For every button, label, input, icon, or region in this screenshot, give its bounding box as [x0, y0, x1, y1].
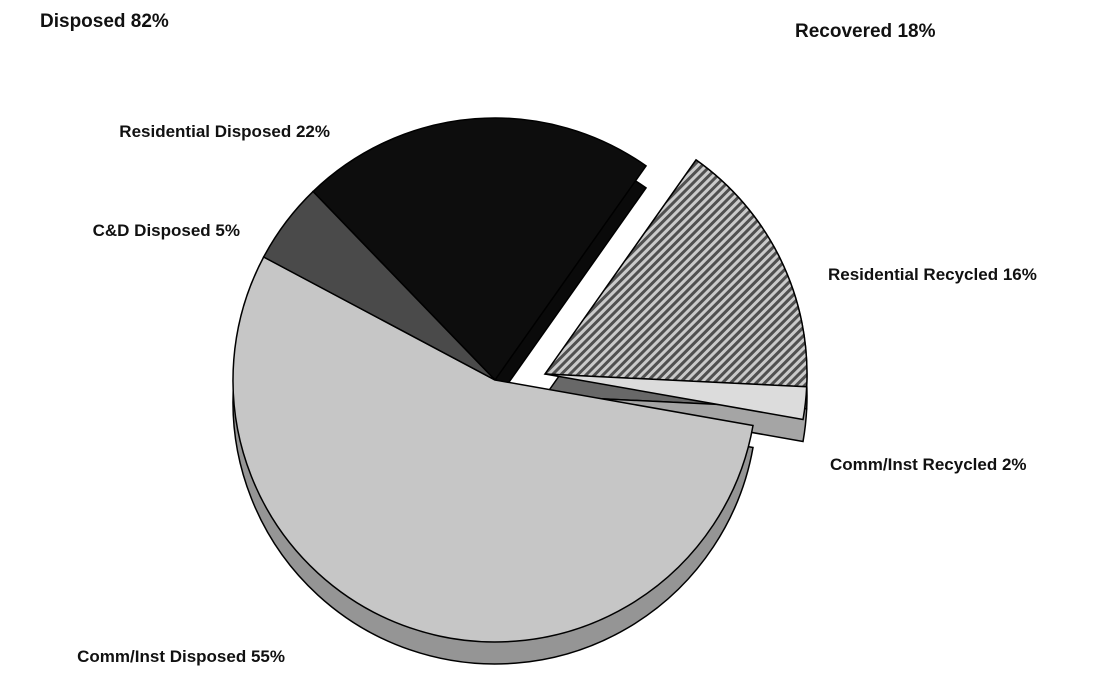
category-label: Residential Recycled — [828, 265, 998, 284]
category-label: Comm/Inst Disposed — [77, 647, 246, 666]
category-label: Residential Disposed — [119, 122, 291, 141]
slice-label: Comm/Inst Disposed 55% — [77, 647, 285, 666]
slice-label: C&D Disposed 5% — [93, 221, 240, 240]
slice — [544, 373, 808, 421]
slice — [232, 255, 754, 643]
slice-label: Residential Disposed 22% — [119, 122, 330, 141]
value-label: 2% — [1002, 455, 1027, 474]
category-label: C&D Disposed — [93, 221, 211, 240]
value-label: 22% — [296, 122, 330, 141]
category-label: Comm/Inst Recycled — [830, 455, 997, 474]
value-label: 5% — [215, 221, 240, 240]
slice-label: Comm/Inst Recycled 2% — [830, 455, 1027, 474]
slice — [262, 190, 496, 381]
value-label: 55% — [251, 647, 285, 666]
annotation: Recovered 18% — [795, 21, 936, 42]
slice-hatch — [543, 158, 808, 388]
slice — [311, 117, 648, 382]
annotation: Disposed 82% — [40, 11, 169, 32]
slice-label: Residential Recycled 16% — [828, 265, 1037, 284]
value-label: 16% — [1003, 265, 1037, 284]
